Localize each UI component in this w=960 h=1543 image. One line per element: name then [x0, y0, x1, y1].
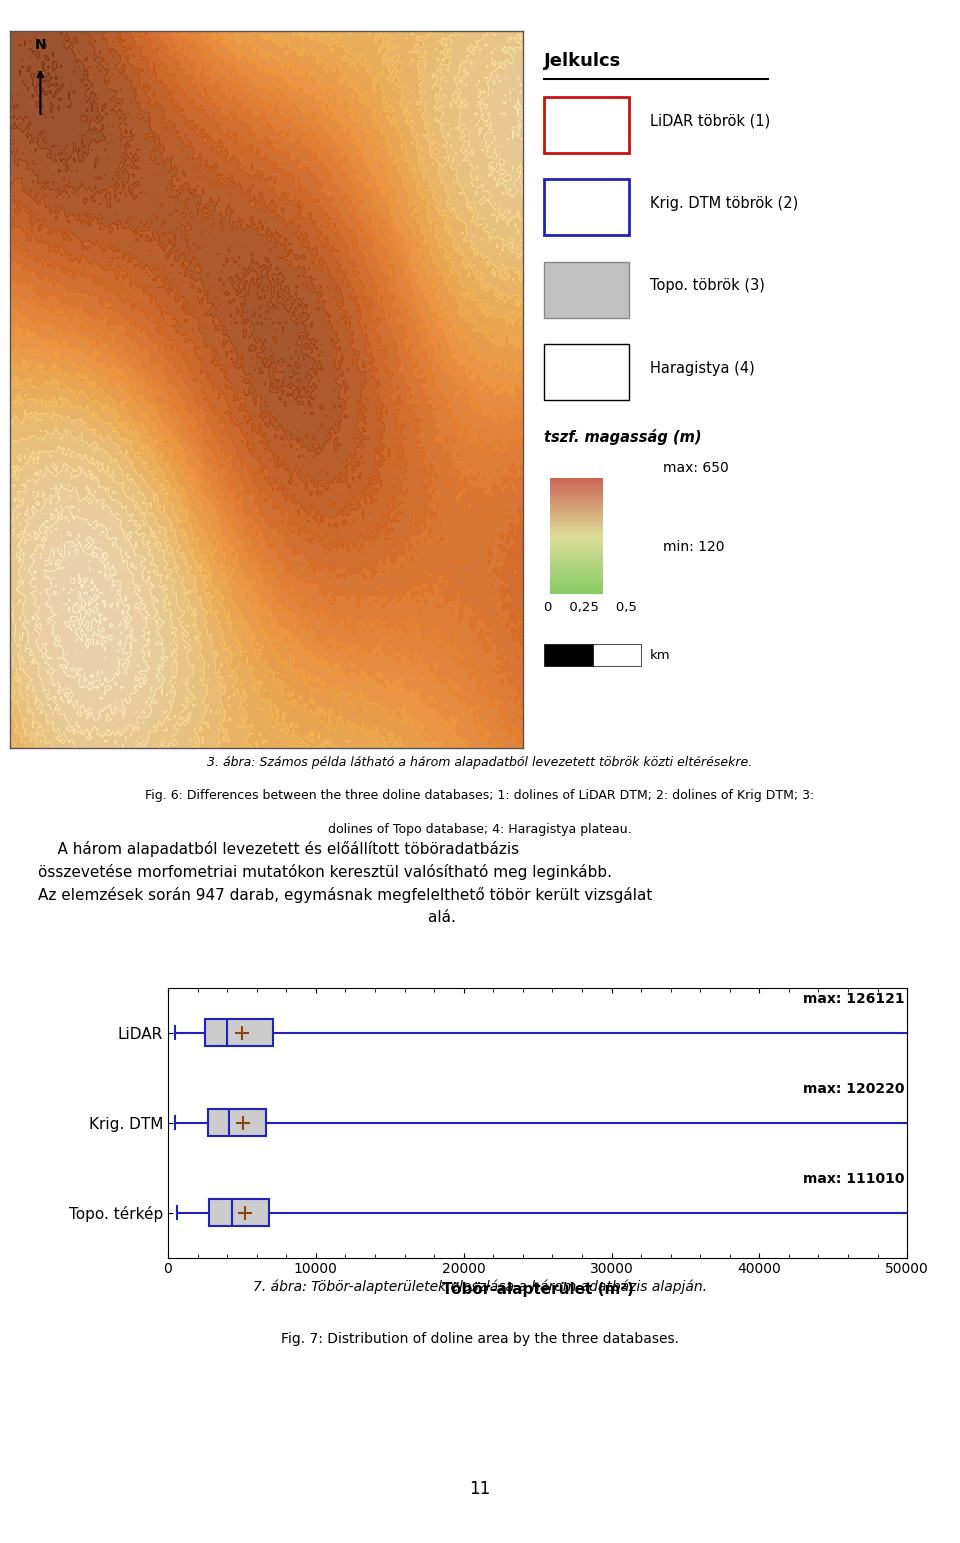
- Text: Haragistya (4): Haragistya (4): [650, 361, 755, 375]
- Text: max: 650: max: 650: [662, 461, 729, 475]
- Text: LiDAR töbrök (1): LiDAR töbrök (1): [650, 113, 770, 128]
- Bar: [544, 645, 593, 667]
- Text: 0    0,25    0,5: 0 0,25 0,5: [544, 602, 637, 614]
- FancyBboxPatch shape: [544, 344, 629, 400]
- Text: 3. ábra: Számos példa látható a három alapadatból levezetett töbrök közti eltéré: 3. ábra: Számos példa látható a három al…: [207, 756, 753, 768]
- Text: Jelkulcs: Jelkulcs: [544, 52, 621, 71]
- Text: Fig. 7: Distribution of doline area by the three databases.: Fig. 7: Distribution of doline area by t…: [281, 1333, 679, 1347]
- PathPatch shape: [208, 1109, 266, 1136]
- Text: min: 120: min: 120: [662, 540, 724, 554]
- Text: N: N: [35, 39, 46, 52]
- PathPatch shape: [205, 1018, 273, 1046]
- PathPatch shape: [209, 1199, 269, 1227]
- Text: tszf. magasság (m): tszf. magasság (m): [544, 429, 702, 444]
- FancyBboxPatch shape: [544, 262, 629, 318]
- Text: max: 126121: max: 126121: [803, 992, 904, 1006]
- FancyBboxPatch shape: [544, 97, 629, 153]
- FancyBboxPatch shape: [544, 179, 629, 236]
- Text: Krig. DTM töbrök (2): Krig. DTM töbrök (2): [650, 196, 798, 210]
- Bar: [593, 645, 641, 667]
- X-axis label: Töbör-alapterület (m²): Töbör-alapterület (m²): [442, 1282, 634, 1298]
- Text: Fig. 6: Differences between the three doline databases; 1: dolines of LiDAR DTM;: Fig. 6: Differences between the three do…: [145, 788, 815, 802]
- Text: Topo. töbrök (3): Topo. töbrök (3): [650, 278, 765, 293]
- Text: A három alapadatból levezetett és előállított töböradatbázis
összevetése morfome: A három alapadatból levezetett és előáll…: [38, 841, 653, 924]
- Text: dolines of Topo database; 4: Haragistya plateau.: dolines of Topo database; 4: Haragistya …: [328, 822, 632, 836]
- Text: 11: 11: [469, 1480, 491, 1498]
- Text: 7. ábra: Töbör-alapterületek eloszlása a három adatbázis alapján.: 7. ábra: Töbör-alapterületek eloszlása a…: [253, 1279, 707, 1293]
- Text: km: km: [650, 648, 670, 662]
- Text: max: 111010: max: 111010: [803, 1171, 904, 1185]
- Text: max: 120220: max: 120220: [803, 1082, 904, 1096]
